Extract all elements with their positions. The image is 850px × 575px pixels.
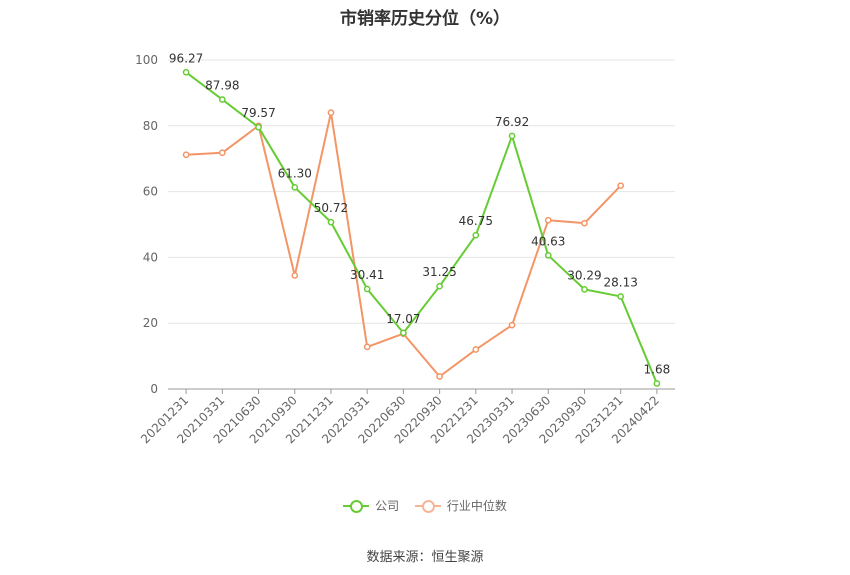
legend-industry-label: 行业中位数 xyxy=(446,499,507,513)
data-label-company: 61.30 xyxy=(278,166,312,180)
data-label-company: 40.63 xyxy=(531,234,565,248)
data-point-industry-median xyxy=(581,219,588,227)
legend-item-industry-median[interactable]: 行业中位数 xyxy=(414,497,507,514)
data-point-industry-median xyxy=(291,272,299,279)
data-point-industry-median xyxy=(544,216,552,224)
chart-title: 市销率历史分位（%） xyxy=(339,9,511,29)
data-point-industry-median xyxy=(363,343,371,351)
data-point-industry-median xyxy=(436,373,443,380)
data-label-company: 30.41 xyxy=(350,268,384,282)
y-tick-label: 100 xyxy=(135,53,158,67)
data-label-company: 31.25 xyxy=(422,265,456,279)
legend: 公司 行业中位数 xyxy=(0,497,850,516)
data-point-industry-median xyxy=(218,149,226,157)
data-label-company: 96.27 xyxy=(169,51,203,65)
data-point-industry-median xyxy=(508,321,516,329)
data-label-company: 50.72 xyxy=(314,201,348,215)
data-point-industry-median xyxy=(472,346,480,353)
data-point-industry-median xyxy=(617,182,625,190)
y-tick-label: 0 xyxy=(150,382,158,396)
data-point-company xyxy=(255,123,262,131)
data-point-company xyxy=(617,293,625,300)
data-point-company xyxy=(472,231,480,239)
data-point-company xyxy=(508,132,516,140)
series-line-company xyxy=(185,71,658,384)
data-label-company: 46.75 xyxy=(459,214,493,228)
data-point-company xyxy=(400,329,407,337)
data-point-industry-median xyxy=(182,151,190,159)
data-label-company: 1.68 xyxy=(644,362,671,376)
data-point-company xyxy=(653,380,661,387)
legend-industry-marker xyxy=(414,499,441,513)
legend-company-marker xyxy=(343,499,370,513)
legend-item-company[interactable]: 公司 xyxy=(343,497,399,514)
data-label-company: 28.13 xyxy=(603,275,637,289)
legend-company-label: 公司 xyxy=(375,499,400,513)
data-label-company: 30.29 xyxy=(567,268,601,282)
line-chart: 0204060801002020123120210331202106302021… xyxy=(135,51,675,446)
y-tick-label: 80 xyxy=(143,119,158,133)
y-tick-label: 20 xyxy=(143,316,158,330)
y-tick-label: 40 xyxy=(143,250,158,264)
data-label-company: 17.07 xyxy=(386,312,420,326)
data-point-company xyxy=(327,218,335,226)
data-point-company xyxy=(544,251,552,259)
data-label-company: 76.92 xyxy=(495,115,529,129)
data-point-industry-median xyxy=(327,109,335,116)
data-point-company xyxy=(182,68,190,76)
data-label-company: 87.98 xyxy=(205,79,239,93)
data-point-company xyxy=(436,282,443,290)
data-point-company xyxy=(581,285,588,293)
data-point-company xyxy=(291,183,299,191)
data-point-company xyxy=(363,285,371,293)
data-point-company xyxy=(218,96,226,103)
data-source: 数据来源：恒生聚源 xyxy=(366,550,484,565)
data-label-company: 79.57 xyxy=(241,106,275,120)
y-tick-label: 60 xyxy=(143,185,158,199)
